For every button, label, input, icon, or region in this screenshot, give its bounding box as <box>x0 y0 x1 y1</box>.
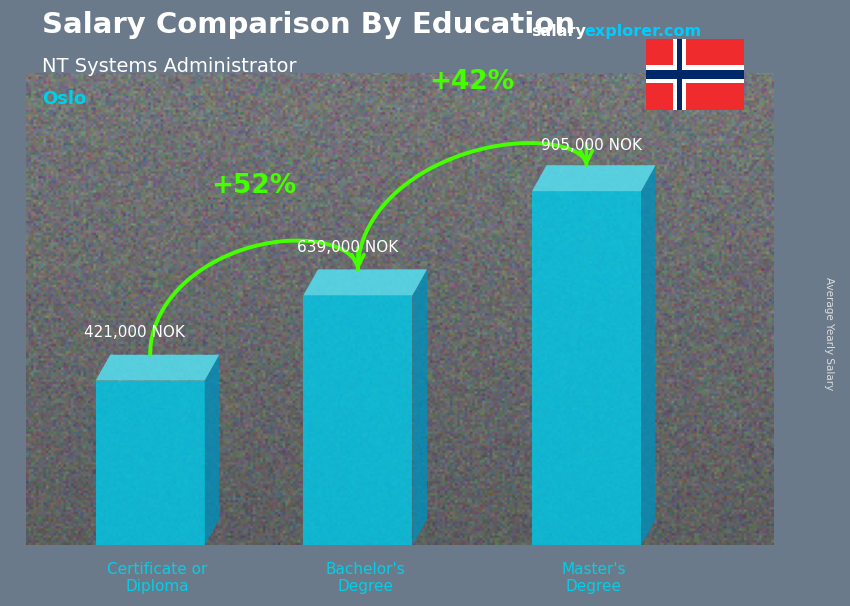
Text: +52%: +52% <box>212 173 297 199</box>
Polygon shape <box>532 191 641 545</box>
Text: Average Yearly Salary: Average Yearly Salary <box>824 277 834 390</box>
Polygon shape <box>646 39 744 110</box>
Text: Salary Comparison By Education: Salary Comparison By Education <box>42 12 575 39</box>
Polygon shape <box>95 355 219 381</box>
Text: salary: salary <box>531 24 586 39</box>
Text: Master's
Degree: Master's Degree <box>562 562 626 594</box>
Text: explorer.com: explorer.com <box>585 24 702 39</box>
Text: Bachelor's
Degree: Bachelor's Degree <box>326 562 405 594</box>
Polygon shape <box>672 39 686 110</box>
Text: 905,000 NOK: 905,000 NOK <box>541 138 643 153</box>
Polygon shape <box>532 165 655 191</box>
Polygon shape <box>205 355 219 545</box>
Polygon shape <box>303 269 427 295</box>
Text: +42%: +42% <box>429 69 515 95</box>
Polygon shape <box>641 165 655 545</box>
Text: Oslo: Oslo <box>42 90 87 108</box>
Polygon shape <box>95 381 205 545</box>
Polygon shape <box>303 295 412 545</box>
Polygon shape <box>646 70 744 79</box>
Text: 421,000 NOK: 421,000 NOK <box>84 325 185 341</box>
Text: NT Systems Administrator: NT Systems Administrator <box>42 57 298 76</box>
Text: 639,000 NOK: 639,000 NOK <box>297 240 398 255</box>
Text: Certificate or
Diploma: Certificate or Diploma <box>107 562 207 594</box>
Polygon shape <box>677 39 682 110</box>
Polygon shape <box>412 269 427 545</box>
Polygon shape <box>646 65 744 83</box>
